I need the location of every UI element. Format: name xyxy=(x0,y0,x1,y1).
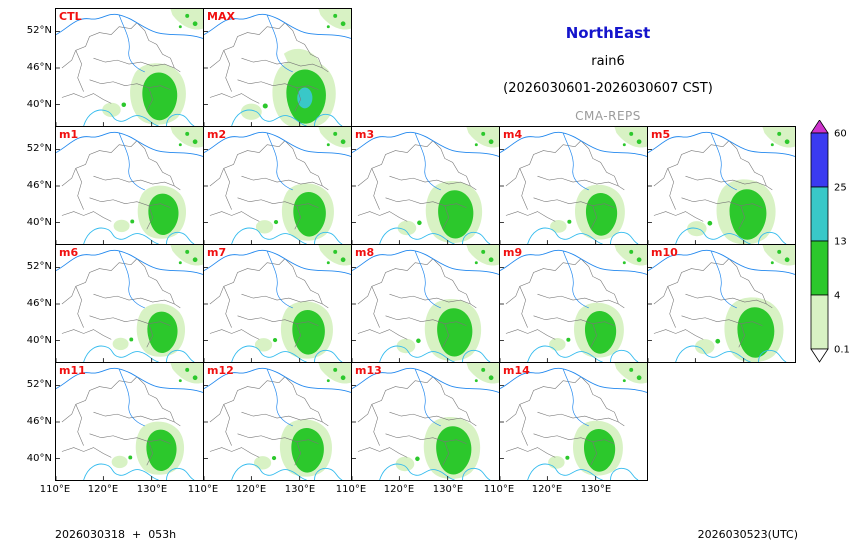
panel-label: m8 xyxy=(355,246,375,259)
panel-label: m4 xyxy=(503,128,523,141)
valid-time-utc: 2026030523(UTC) xyxy=(697,528,798,541)
map-panel-m6: m6 xyxy=(55,244,204,363)
colorbar: 60 25 13 4 0.1 xyxy=(810,119,860,372)
x-axis-label: 120°E xyxy=(531,484,563,495)
map-svg xyxy=(500,245,647,362)
init-time-block: 2026030318 + 053h 2026030402 + 053h xyxy=(55,500,176,541)
x-axis-label: 130°E xyxy=(432,484,464,495)
y-axis-label: 46°N xyxy=(26,62,52,73)
map-panel-m14: m14 xyxy=(499,362,648,481)
y-axis-label: 52°N xyxy=(26,261,52,272)
map-panel-m8: m8 xyxy=(351,244,500,363)
x-axis-label: 110°E xyxy=(483,484,515,495)
colorbar-segment xyxy=(810,186,829,242)
map-panel-m12: m12 xyxy=(203,362,352,481)
y-axis-label: 40°N xyxy=(26,453,52,464)
y-axis-label: 40°N xyxy=(26,217,52,228)
map-panel-m1: m1 xyxy=(55,126,204,245)
colorbar-tick-label: 25 xyxy=(834,183,847,194)
y-axis-label: 52°N xyxy=(26,25,52,36)
init-line-1: 2026030318 + 053h xyxy=(55,528,177,541)
y-axis-label: 46°N xyxy=(26,298,52,309)
x-axis-label: 130°E xyxy=(580,484,612,495)
x-axis-label: 110°E xyxy=(335,484,367,495)
map-svg xyxy=(56,9,203,126)
y-axis-label: 46°N xyxy=(26,180,52,191)
x-axis-label: 130°E xyxy=(136,484,168,495)
map-panel-m10: m10 xyxy=(647,244,796,363)
map-panel-m3: m3 xyxy=(351,126,500,245)
colorbar-segment xyxy=(810,240,829,296)
map-svg xyxy=(56,127,203,244)
panel-label: m14 xyxy=(503,364,530,377)
panel-label: m13 xyxy=(355,364,382,377)
map-svg xyxy=(204,127,351,244)
map-svg xyxy=(648,127,795,244)
panel-label: m5 xyxy=(651,128,671,141)
colorbar-under-arrow xyxy=(810,348,829,363)
map-svg xyxy=(352,363,499,480)
map-panel-m2: m2 xyxy=(203,126,352,245)
colorbar-over-arrow xyxy=(810,119,829,134)
x-axis-label: 110°E xyxy=(187,484,219,495)
valid-period: (2026030601-2026030607 CST) xyxy=(503,81,713,96)
map-svg xyxy=(204,363,351,480)
map-svg xyxy=(352,127,499,244)
colorbar-segment xyxy=(810,132,829,188)
panel-label: m10 xyxy=(651,246,678,259)
map-panel-m13: m13 xyxy=(351,362,500,481)
map-svg xyxy=(204,9,351,126)
title-block: NorthEast rain6 (2026030601-2026030607 C… xyxy=(460,24,756,123)
model-name: CMA-REPS xyxy=(575,109,641,123)
y-axis-label: 40°N xyxy=(26,335,52,346)
colorbar-tick-label: 0.1 xyxy=(834,345,850,356)
map-svg xyxy=(204,245,351,362)
y-axis-label: 46°N xyxy=(26,416,52,427)
panel-label: m7 xyxy=(207,246,227,259)
valid-time-block: 2026030523(UTC) 2026030607(CST) xyxy=(698,500,798,541)
map-svg xyxy=(352,245,499,362)
variable-title: rain6 xyxy=(591,54,625,69)
colorbar-tick-label: 60 xyxy=(834,129,847,140)
panel-label: m3 xyxy=(355,128,375,141)
colorbar-tick-label: 13 xyxy=(834,237,847,248)
map-panel-m5: m5 xyxy=(647,126,796,245)
panel-label: m6 xyxy=(59,246,79,259)
map-panel-m7: m7 xyxy=(203,244,352,363)
panel-label: m9 xyxy=(503,246,523,259)
x-axis-label: 120°E xyxy=(87,484,119,495)
map-panel-CTL: CTL xyxy=(55,8,204,127)
y-axis-label: 52°N xyxy=(26,143,52,154)
panel-label: m12 xyxy=(207,364,234,377)
map-svg xyxy=(56,245,203,362)
x-axis-label: 120°E xyxy=(235,484,267,495)
panel-label: m11 xyxy=(59,364,86,377)
colorbar-tick-label: 4 xyxy=(834,291,840,302)
region-title: NorthEast xyxy=(565,24,651,42)
panel-label: CTL xyxy=(59,10,82,23)
x-axis-label: 130°E xyxy=(284,484,316,495)
map-svg xyxy=(500,127,647,244)
map-svg xyxy=(56,363,203,480)
colorbar-segment xyxy=(810,294,829,350)
map-panel-m4: m4 xyxy=(499,126,648,245)
y-axis-label: 40°N xyxy=(26,99,52,110)
panel-label: m2 xyxy=(207,128,227,141)
map-panel-MAX: MAX xyxy=(203,8,352,127)
map-svg xyxy=(500,363,647,480)
map-panel-m11: m11 xyxy=(55,362,204,481)
panel-label: MAX xyxy=(207,10,235,23)
map-svg xyxy=(648,245,795,362)
x-axis-label: 110°E xyxy=(39,484,71,495)
panel-label: m1 xyxy=(59,128,79,141)
map-panel-m9: m9 xyxy=(499,244,648,363)
x-axis-label: 120°E xyxy=(383,484,415,495)
y-axis-label: 52°N xyxy=(26,379,52,390)
colorbar-svg: 60 25 13 4 0.1 xyxy=(810,119,850,363)
